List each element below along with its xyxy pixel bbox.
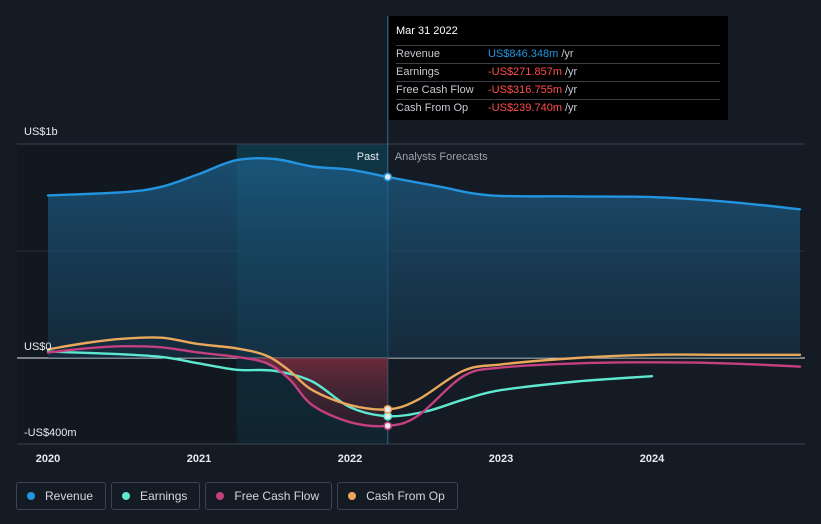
past-label: Past: [357, 151, 379, 163]
legend-label: Free Cash Flow: [234, 489, 320, 503]
tooltip-row-value: -US$239.740m: [488, 102, 562, 114]
tooltip-rows: Revenue US$846.348m/yr Earnings -US$271.857…: [396, 45, 720, 117]
tooltip-row-label: Free Cash Flow: [396, 84, 474, 96]
tooltip-row-unit: /yr: [565, 102, 578, 114]
tooltip-row-value: US$846.348m: [488, 48, 559, 60]
tooltip-row: Revenue US$846.348m/yr: [396, 45, 720, 63]
legend-dot-icon: [216, 492, 225, 500]
legend-dot-icon: [348, 492, 357, 500]
x-tick-label: 2022: [338, 453, 362, 465]
chart-area-layer: [48, 158, 800, 426]
forecast-label: Analysts Forecasts: [395, 151, 488, 163]
negative-cashflow-area: [48, 357, 388, 426]
x-tick-label: 2020: [36, 453, 60, 465]
tooltip-row-unit: /yr: [561, 48, 574, 60]
chart-label-layer: US$1b US$0 -US$400m 2020 2021 2022 2023 2024 Pas…: [24, 126, 665, 465]
tooltip-row-value: -US$316.755m: [488, 84, 562, 96]
legend-label: Revenue: [45, 489, 94, 503]
free-cash-flow-line: [46, 344, 802, 428]
legend-item-revenue[interactable]: Revenue: [16, 482, 107, 510]
x-tick-label: 2024: [640, 453, 665, 465]
legend-label: Earnings: [140, 489, 188, 503]
legend-label: Cash From Op: [366, 489, 445, 503]
tooltip-row-label: Revenue: [396, 48, 441, 60]
tooltip-row: Earnings -US$271.857m/yr: [396, 63, 720, 81]
y-axis-label: US$0: [24, 341, 52, 353]
data-tooltip: Mar 31 2022 Revenue US$846.348m/yr Earning…: [389, 16, 728, 120]
legend-dot-icon: [122, 492, 131, 500]
chart-marker-layer: [383, 172, 393, 431]
tooltip-date: Mar 31 2022: [396, 25, 458, 37]
tooltip-row-label: Cash From Op: [396, 102, 469, 114]
free-cash-flow-marker: [383, 421, 393, 431]
x-tick-label: 2021: [187, 453, 211, 465]
y-axis-label: -US$400m: [24, 427, 77, 439]
y-axis-label: US$1b: [24, 126, 58, 138]
x-tick-label: 2023: [489, 453, 513, 465]
chart-legend: Revenue Earnings Free Cash Flow Cash From O…: [16, 482, 458, 510]
legend-item-cash-from-op[interactable]: Cash From Op: [337, 482, 458, 510]
chart-line-layer: [46, 157, 802, 428]
legend-item-free-cash-flow[interactable]: Free Cash Flow: [205, 482, 333, 510]
cash-from-op-line: [46, 336, 802, 411]
tooltip-row: Cash From Op -US$239.740m/yr: [396, 99, 720, 117]
earnings-line: [46, 350, 654, 418]
legend-item-earnings[interactable]: Earnings: [111, 482, 201, 510]
tooltip-row-value: -US$271.857m: [488, 66, 562, 78]
tooltip-row: Free Cash Flow -US$316.755m/yr: [396, 81, 720, 99]
tooltip-row-label: Earnings: [396, 66, 440, 78]
cash-from-op-marker: [383, 404, 393, 414]
revenue-line: [46, 157, 802, 211]
tooltip-row-unit: /yr: [565, 66, 578, 78]
legend-dot-icon: [27, 492, 35, 500]
revenue-area: [48, 158, 800, 358]
revenue-marker: [383, 172, 393, 182]
tooltip-row-unit: /yr: [565, 84, 578, 96]
